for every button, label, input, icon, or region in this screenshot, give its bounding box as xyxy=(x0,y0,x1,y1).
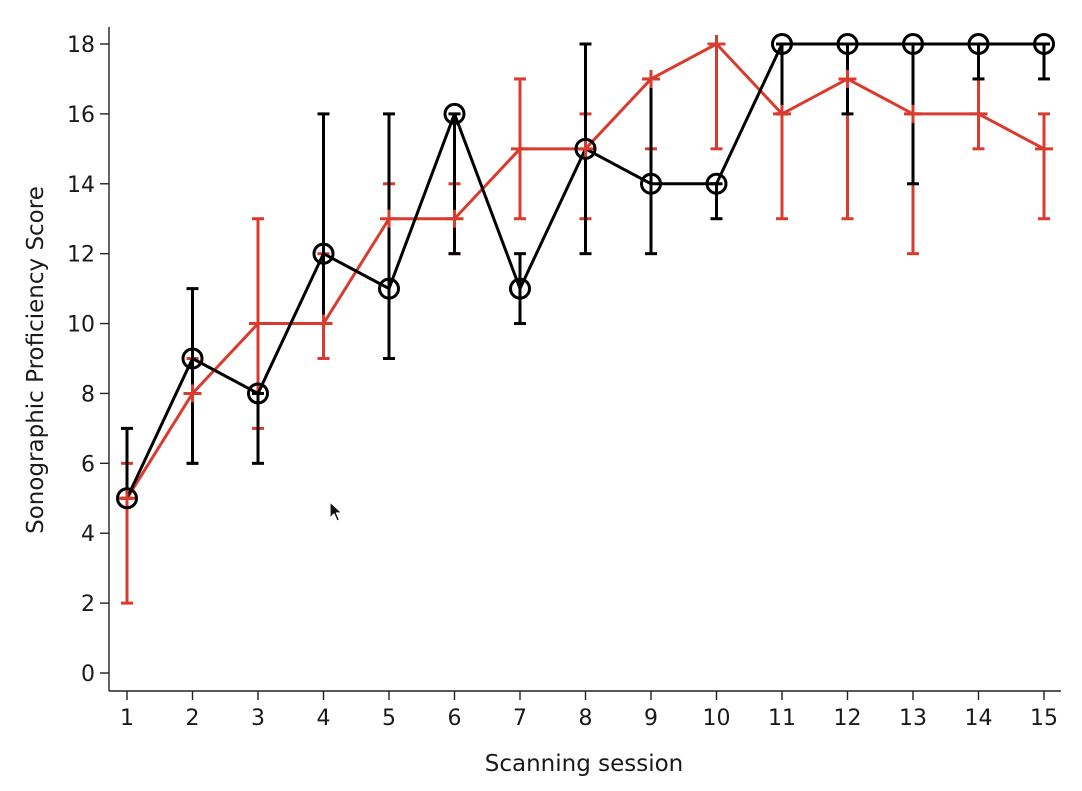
x-tick-label: 8 xyxy=(579,706,593,731)
data-point xyxy=(1033,33,1055,55)
data-point xyxy=(247,382,269,405)
x-tick-label: 3 xyxy=(251,706,265,731)
data-point xyxy=(836,33,859,55)
x-tick-label: 2 xyxy=(186,706,200,731)
data-point xyxy=(249,314,267,333)
x-tick-label: 12 xyxy=(834,706,862,731)
error-bar xyxy=(1038,112,1050,221)
data-point xyxy=(574,137,597,160)
y-tick-label: 10 xyxy=(67,313,95,338)
x-axis-label: Scanning session xyxy=(485,751,684,777)
data-point xyxy=(576,139,595,158)
x-tick-label: 10 xyxy=(703,706,731,731)
x-tick-label: 11 xyxy=(768,706,796,731)
data-point xyxy=(378,277,400,300)
data-point xyxy=(771,33,793,55)
x-tick-label: 15 xyxy=(1030,706,1058,731)
data-point xyxy=(707,35,726,53)
data-point xyxy=(511,139,529,158)
y-tick-label: 16 xyxy=(67,103,95,128)
data-point xyxy=(1035,139,1053,158)
data-point xyxy=(314,314,333,333)
x-tick-label: 5 xyxy=(382,706,396,731)
error-bar xyxy=(186,287,199,465)
y-tick-label: 2 xyxy=(81,592,95,617)
y-tick-label: 12 xyxy=(67,243,95,268)
error-bar xyxy=(383,112,395,360)
data-point xyxy=(118,489,136,508)
x-tick-label: 6 xyxy=(448,706,462,731)
y-axis-label: Sonographic Proficiency Score xyxy=(23,186,49,534)
mouse-pointer-icon xyxy=(329,501,343,522)
y-tick-label: 18 xyxy=(67,33,95,58)
y-tick-label: 8 xyxy=(81,382,95,407)
error-bars xyxy=(121,42,1050,605)
data-point xyxy=(640,172,662,195)
error-bar xyxy=(710,182,723,221)
series-markers xyxy=(116,33,1055,510)
data-point xyxy=(443,102,466,125)
data-point xyxy=(838,69,857,88)
data-point xyxy=(902,33,924,55)
data-point xyxy=(116,487,138,510)
x-tick-label: 7 xyxy=(513,706,527,731)
error-bar xyxy=(645,77,657,256)
data-point xyxy=(445,209,464,228)
y-tick-label: 0 xyxy=(81,662,95,687)
data-point xyxy=(181,347,204,370)
error-bar xyxy=(776,112,788,221)
x-tick-label: 14 xyxy=(965,706,993,731)
data-point xyxy=(967,33,990,55)
error-bar xyxy=(972,42,985,81)
x-tick-label: 1 xyxy=(120,706,134,731)
data-point xyxy=(509,277,531,300)
data-point xyxy=(904,104,922,123)
data-point xyxy=(183,384,202,403)
data-point xyxy=(969,104,988,123)
y-tick-label: 4 xyxy=(81,522,95,547)
data-point xyxy=(773,104,791,123)
y-tick-label: 14 xyxy=(67,173,95,198)
x-tick-label: 13 xyxy=(899,706,927,731)
data-point xyxy=(642,69,660,88)
data-point xyxy=(380,209,398,228)
data-point xyxy=(705,172,728,195)
error-bar xyxy=(1038,42,1050,81)
data-point xyxy=(312,242,335,265)
x-tick-label: 9 xyxy=(644,706,658,731)
error-bar xyxy=(710,42,723,151)
error-bar xyxy=(317,112,330,326)
y-tick-label: 6 xyxy=(81,452,95,477)
x-tick-label: 4 xyxy=(317,706,331,731)
